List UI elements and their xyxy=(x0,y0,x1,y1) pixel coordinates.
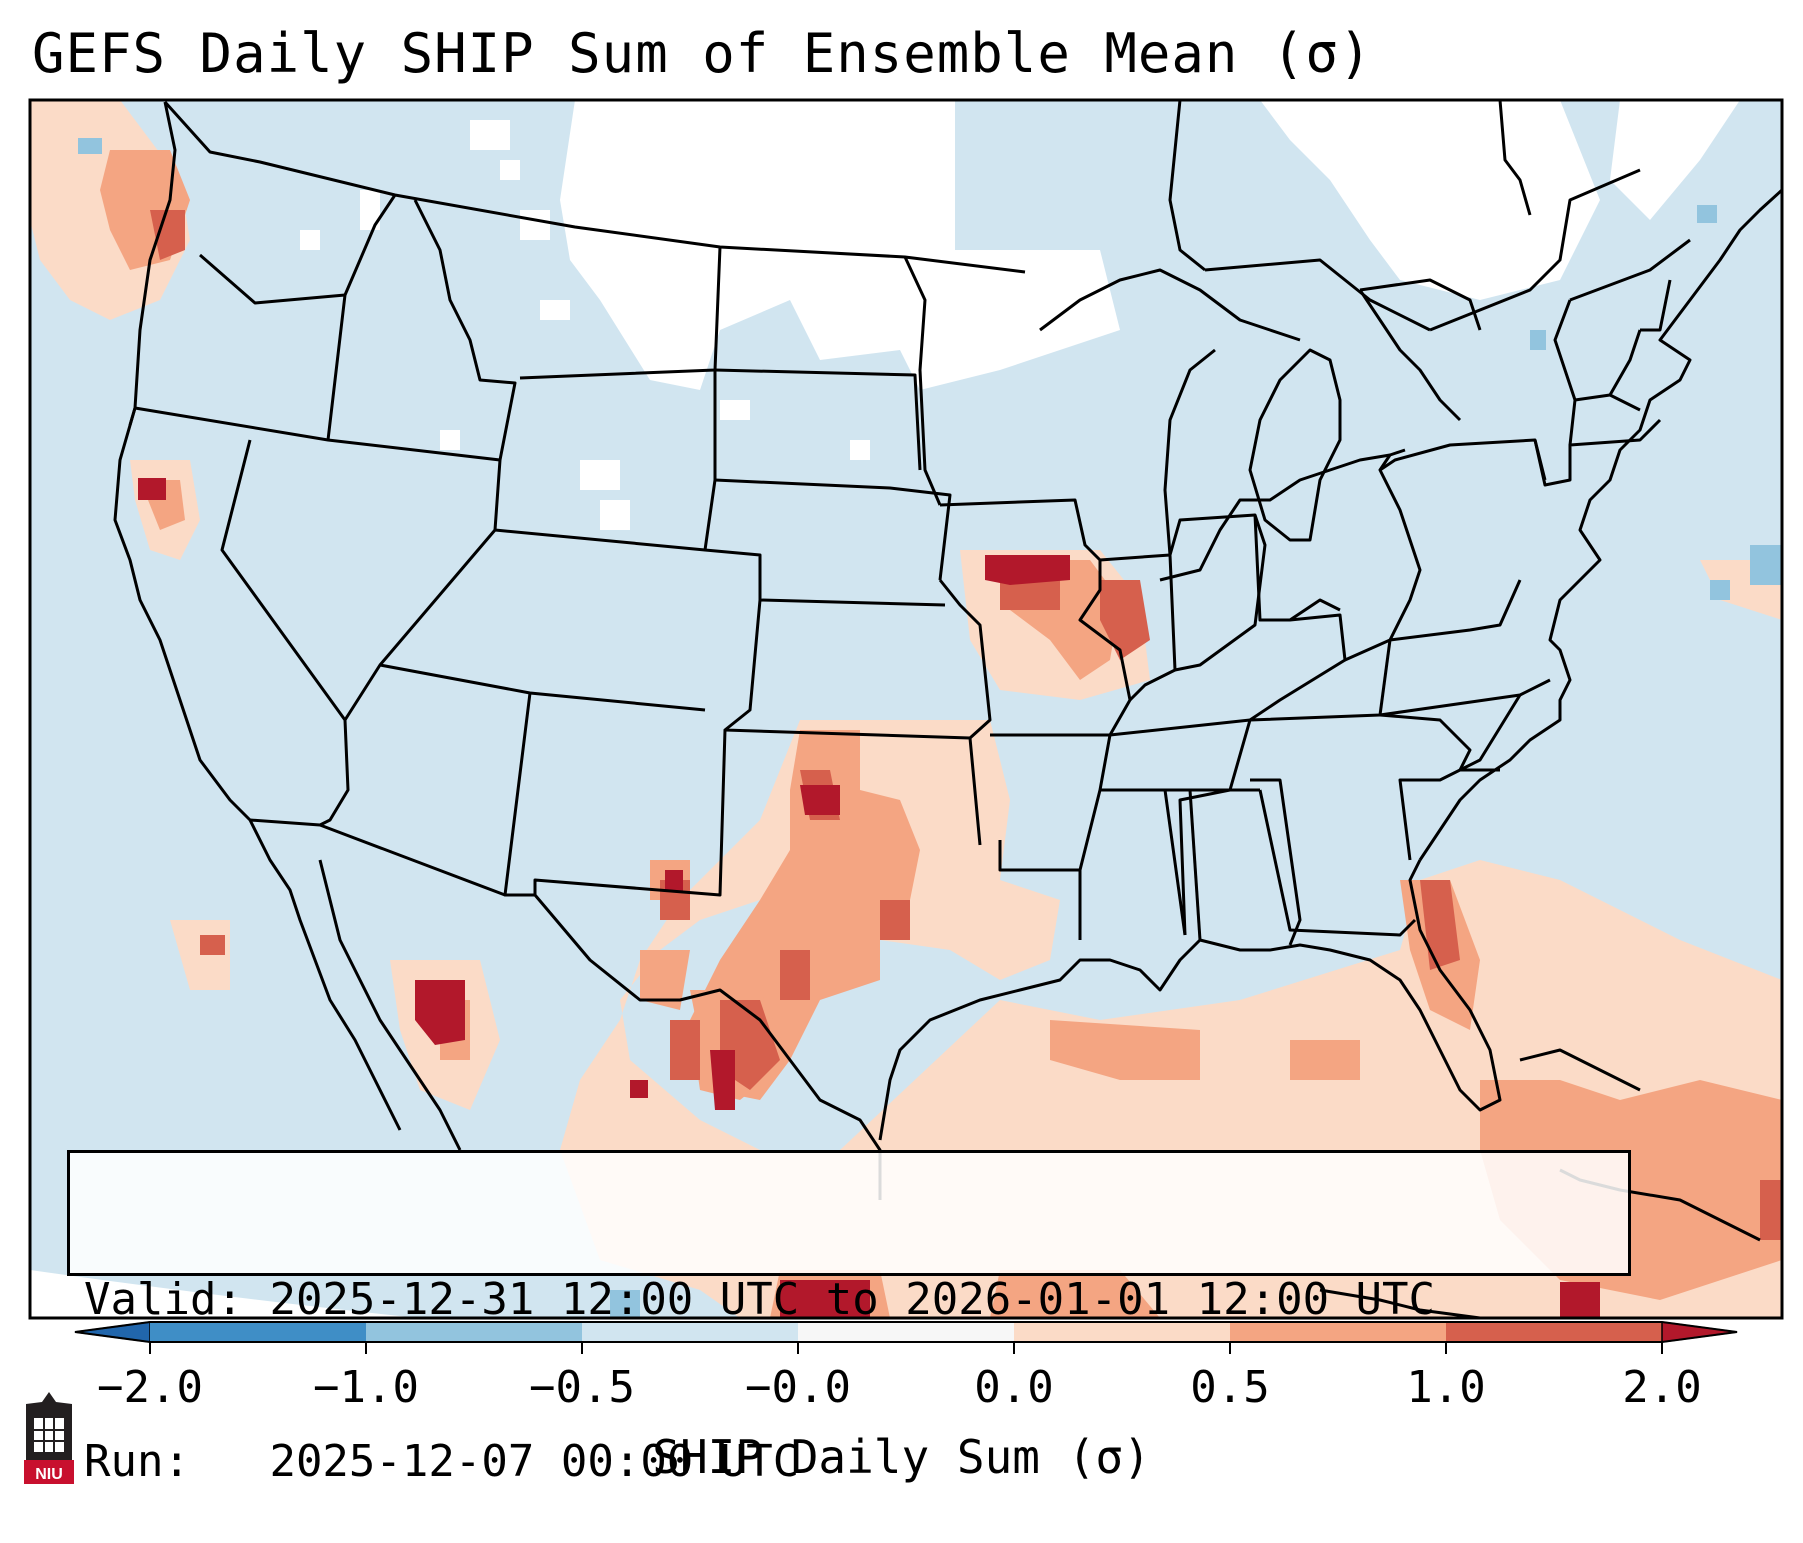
colorbar-tick-label: 1.0 xyxy=(1406,1362,1486,1413)
map-title: GEFS Daily SHIP Sum of Ensemble Mean (σ) xyxy=(32,22,1373,85)
niu-logo-text: NIU xyxy=(35,1466,63,1483)
colorbar-label: SHIP Daily Sum (σ) xyxy=(652,1430,1151,1484)
run-value: 2025-12-07 00:00 UTC xyxy=(269,1436,800,1487)
colorbar-tick-label: 2.0 xyxy=(1622,1362,1702,1413)
colorbar-tick-label: −0.5 xyxy=(529,1362,635,1413)
niu-logo: NIU xyxy=(24,1392,74,1484)
colorbar-segment xyxy=(150,1322,366,1342)
map-frame xyxy=(28,98,1784,1320)
valid-value: 2025-12-31 12:00 UTC to 2026-01-01 12:00… xyxy=(269,1274,1436,1325)
colorbar-tick-label: −0.0 xyxy=(745,1362,851,1413)
colorbar-segment xyxy=(1230,1322,1446,1342)
extreme-warm-region xyxy=(138,478,1600,1318)
colorbar-segment xyxy=(582,1322,798,1342)
state-borders xyxy=(128,100,1691,946)
valid-row: Valid: 2025-12-31 12:00 UTC to 2026-01-0… xyxy=(84,1273,1614,1327)
colorbar-segment xyxy=(366,1322,582,1342)
neutral-region xyxy=(300,100,1740,530)
colorbar-segment xyxy=(1014,1322,1230,1342)
colorbar-tick-label: −1.0 xyxy=(313,1362,419,1413)
colorbar-over-arrow xyxy=(1661,1321,1738,1343)
colorbar-segment xyxy=(798,1322,1014,1342)
info-box: Valid: 2025-12-31 12:00 UTC to 2026-01-0… xyxy=(67,1150,1631,1487)
colorbar-tick-label: −2.0 xyxy=(97,1362,203,1413)
colorbar-segment xyxy=(1446,1322,1662,1342)
valid-label: Valid: xyxy=(84,1274,243,1325)
colorbar xyxy=(74,1321,1738,1354)
colorbar-tick-label: 0.5 xyxy=(1190,1362,1270,1413)
colorbar-ticks xyxy=(149,1342,1663,1354)
run-label: Run: xyxy=(84,1436,190,1487)
run-row: Run: 2025-12-07 00:00 UTC xyxy=(84,1435,1614,1489)
coastlines xyxy=(113,101,1782,1318)
light-cool-region xyxy=(78,138,1782,1318)
colorbar-tick-label: 0.0 xyxy=(974,1362,1054,1413)
